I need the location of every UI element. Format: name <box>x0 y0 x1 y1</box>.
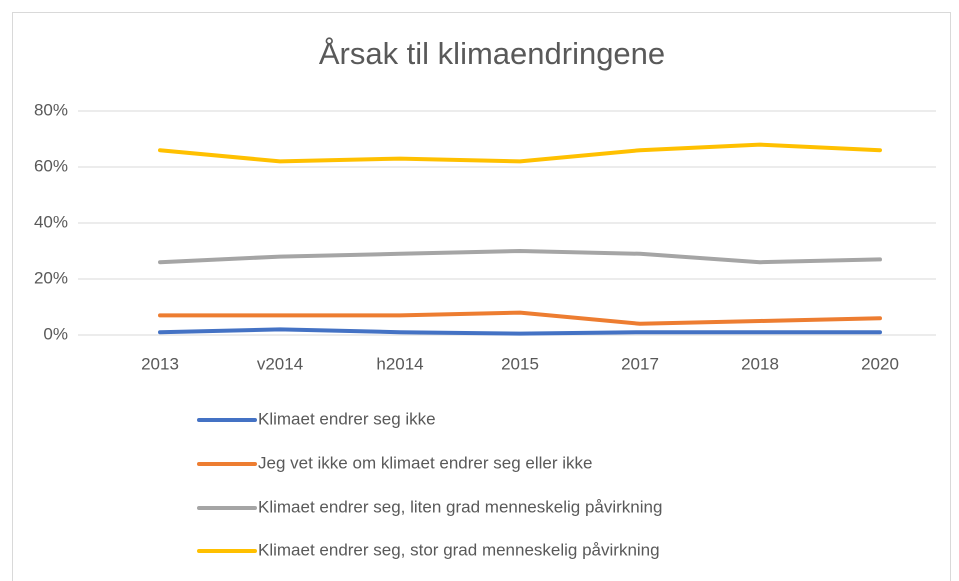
x-tick-label: v2014 <box>257 354 303 373</box>
series-line <box>158 310 882 326</box>
series-line <box>158 327 882 336</box>
y-tick-label: 0% <box>43 324 68 343</box>
legend-label: Jeg vet ikke om klimaet endrer seg eller… <box>258 453 592 472</box>
x-tick-label: 2013 <box>141 354 179 373</box>
y-tick-label: 20% <box>34 268 68 287</box>
legend-label: Klimaet endrer seg, stor grad menneskeli… <box>258 540 660 559</box>
y-tick-label: 80% <box>34 100 68 119</box>
x-tick-label: h2014 <box>376 354 423 373</box>
y-tick-label: 40% <box>34 212 68 231</box>
y-tick-label: 60% <box>34 156 68 175</box>
series-line <box>158 249 882 265</box>
x-tick-label: 2020 <box>861 354 899 373</box>
legend-label: Klimaet endrer seg, liten grad menneskel… <box>258 497 662 516</box>
x-tick-label: 2017 <box>621 354 659 373</box>
chart-border <box>12 12 951 581</box>
legend-label: Klimaet endrer seg ikke <box>258 409 436 428</box>
chart-title: Årsak til klimaendringene <box>319 36 665 71</box>
x-tick-label: 2018 <box>741 354 779 373</box>
x-tick-label: 2015 <box>501 354 539 373</box>
series-line <box>158 142 882 164</box>
